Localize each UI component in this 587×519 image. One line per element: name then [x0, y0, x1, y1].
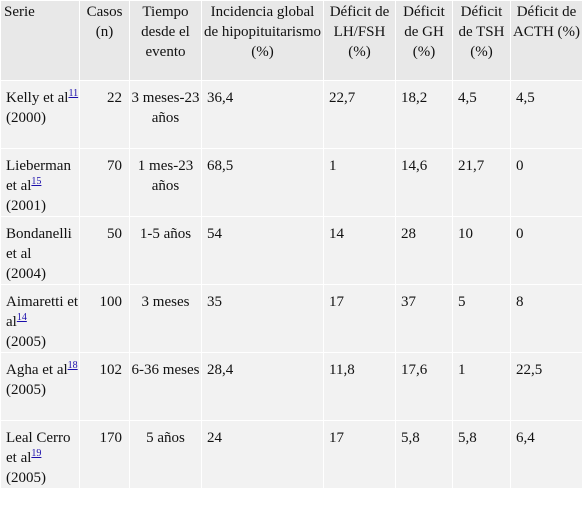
cell-gh: 17,6	[395, 352, 453, 421]
cell-lhfsh: 11,8	[323, 352, 396, 421]
cell-lhfsh: 17	[323, 284, 396, 353]
serie-name: Agha et al	[6, 362, 68, 378]
cell-tsh: 4,5	[452, 80, 511, 149]
header-tiempo: Tiempo desde el evento	[129, 0, 202, 81]
cell-casos: 70	[79, 148, 130, 217]
serie-year: (2001)	[6, 198, 46, 214]
table-header-row: Serie Casos (n) Tiempo desde el evento I…	[0, 0, 583, 81]
table-container: Serie Casos (n) Tiempo desde el evento I…	[0, 0, 583, 489]
cell-gh: 37	[395, 284, 453, 353]
serie-name: Aimaretti et al	[6, 294, 79, 330]
cell-incidencia: 36,4	[201, 80, 324, 149]
cell-gh: 14,6	[395, 148, 453, 217]
table-row: Kelly et al11 (2000) 22 3 meses-23 años 3…	[0, 80, 583, 149]
reference-link[interactable]: 15	[31, 176, 42, 187]
cell-incidencia: 28,4	[201, 352, 324, 421]
cell-serie: Aimaretti et al14 (2005)	[0, 284, 80, 353]
header-tsh: Déficit de TSH (%)	[452, 0, 511, 81]
header-gh: Déficit de GH (%)	[395, 0, 453, 81]
reference-sup: 14	[17, 312, 27, 323]
table-row: Bondanelli et al (2004) 50 1-5 años 54 14…	[0, 216, 583, 285]
hypopituitarism-table: Serie Casos (n) Tiempo desde el evento I…	[0, 0, 583, 489]
reference-sup: 15	[31, 176, 41, 187]
reference-link[interactable]: 14	[16, 312, 27, 323]
cell-casos: 102	[79, 352, 130, 421]
cell-acth: 4,5	[510, 80, 583, 149]
table-row: Aimaretti et al14 (2005) 100 3 meses 35 1…	[0, 284, 583, 353]
cell-acth: 22,5	[510, 352, 583, 421]
serie-year: (2005)	[6, 382, 46, 398]
serie-name: Bondanelli et al	[6, 226, 72, 262]
header-lhfsh: Déficit de LH/FSH (%)	[323, 0, 396, 81]
reference-sup: 11	[68, 88, 78, 99]
serie-name: Kelly et al	[6, 90, 69, 106]
table-row: Leal Cerro et al19 (2005) 170 5 años 24 1…	[0, 420, 583, 489]
cell-incidencia: 24	[201, 420, 324, 489]
cell-tiempo: 3 meses-23 años	[129, 80, 202, 149]
cell-acth: 0	[510, 216, 583, 285]
table-row: Agha et al18 (2005) 102 6-36 meses 28,4 1…	[0, 352, 583, 421]
cell-gh: 28	[395, 216, 453, 285]
cell-acth: 6,4	[510, 420, 583, 489]
header-acth: Déficit de ACTH (%)	[510, 0, 583, 81]
serie-name: Lieberman et al	[6, 158, 71, 194]
reference-link[interactable]: 19	[31, 448, 42, 459]
reference-sup: 18	[68, 360, 78, 371]
cell-lhfsh: 1	[323, 148, 396, 217]
cell-lhfsh: 14	[323, 216, 396, 285]
cell-serie: Bondanelli et al (2004)	[0, 216, 80, 285]
cell-incidencia: 35	[201, 284, 324, 353]
cell-tsh: 1	[452, 352, 511, 421]
cell-incidencia: 54	[201, 216, 324, 285]
table-row: Lieberman et al15 (2001) 70 1 mes-23 años…	[0, 148, 583, 217]
cell-serie: Leal Cerro et al19 (2005)	[0, 420, 80, 489]
cell-tsh: 10	[452, 216, 511, 285]
cell-tsh: 5,8	[452, 420, 511, 489]
reference-sup: 19	[31, 448, 41, 459]
cell-tsh: 21,7	[452, 148, 511, 217]
cell-tsh: 5	[452, 284, 511, 353]
cell-incidencia: 68,5	[201, 148, 324, 217]
cell-serie: Lieberman et al15 (2001)	[0, 148, 80, 217]
cell-tiempo: 6-36 meses	[129, 352, 202, 421]
serie-name: Leal Cerro et al	[6, 430, 71, 466]
cell-tiempo: 1-5 años	[129, 216, 202, 285]
cell-serie: Agha et al18 (2005)	[0, 352, 80, 421]
serie-year: (2005)	[6, 334, 46, 350]
header-incidencia: Incidencia global de hipopituitarismo (%…	[201, 0, 324, 81]
serie-year: (2005)	[6, 470, 46, 486]
cell-lhfsh: 17	[323, 420, 396, 489]
serie-year: (2004)	[6, 266, 46, 282]
cell-casos: 170	[79, 420, 130, 489]
cell-casos: 100	[79, 284, 130, 353]
cell-acth: 8	[510, 284, 583, 353]
cell-tiempo: 1 mes-23 años	[129, 148, 202, 217]
cell-casos: 22	[79, 80, 130, 149]
cell-tiempo: 3 meses	[129, 284, 202, 353]
reference-link[interactable]: 18	[67, 360, 78, 371]
cell-tiempo: 5 años	[129, 420, 202, 489]
cell-acth: 0	[510, 148, 583, 217]
cell-gh: 18,2	[395, 80, 453, 149]
header-casos: Casos (n)	[79, 0, 130, 81]
cell-casos: 50	[79, 216, 130, 285]
reference-link[interactable]: 11	[68, 88, 79, 99]
cell-lhfsh: 22,7	[323, 80, 396, 149]
cell-gh: 5,8	[395, 420, 453, 489]
header-serie: Serie	[0, 0, 80, 81]
serie-year: (2000)	[6, 110, 46, 126]
cell-serie: Kelly et al11 (2000)	[0, 80, 80, 149]
